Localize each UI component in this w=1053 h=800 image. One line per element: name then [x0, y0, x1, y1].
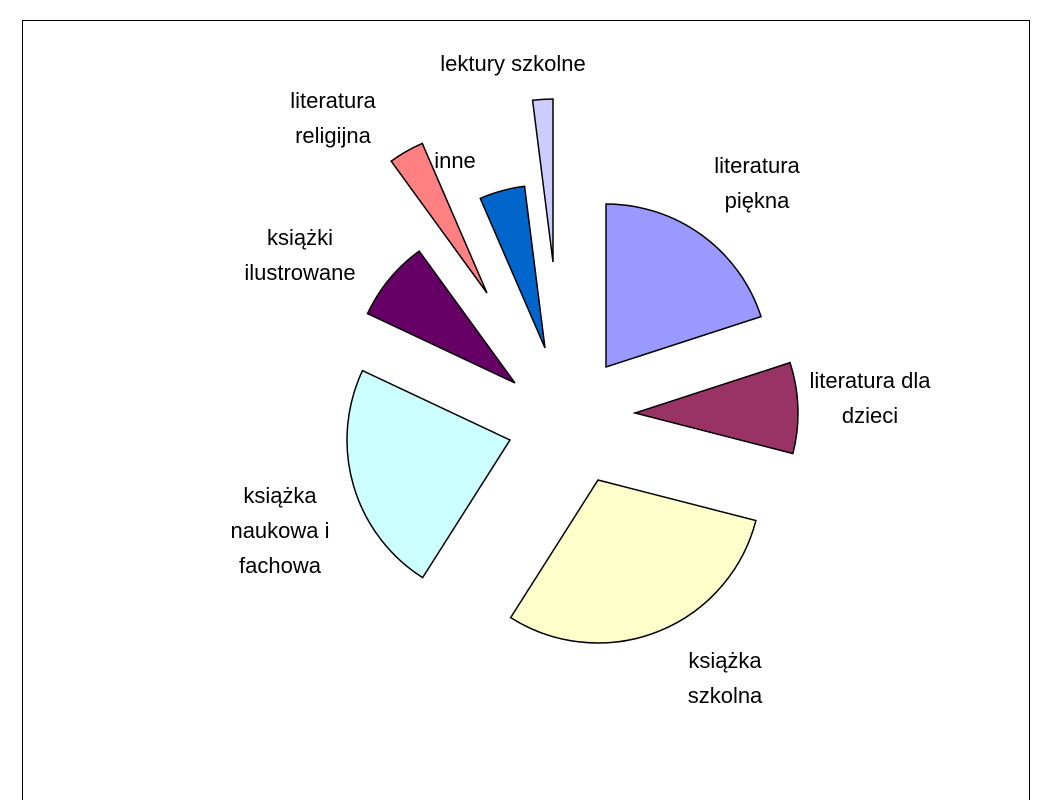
pie-slice — [479, 185, 546, 349]
page: (() => { const data = JSON.parse(documen… — [22, 20, 1030, 800]
slice-label: lektury szkolne — [440, 51, 586, 76]
slice-label: literatura piękna — [714, 153, 800, 213]
pie-slice — [346, 369, 512, 579]
slice-label: książki ilustrowane — [244, 225, 356, 285]
slice-label: literatura religijna — [290, 88, 376, 148]
slice-label: książka szkolna — [687, 648, 763, 708]
slice-label: książka naukowa i fachowa — [230, 483, 330, 578]
pie-slice — [390, 142, 488, 294]
chart-frame — [22, 20, 1030, 800]
pie-slice — [509, 479, 757, 644]
pie-slice — [366, 250, 516, 384]
slice-label: literatura dla dzieci — [809, 368, 931, 428]
pie-slice — [531, 98, 554, 263]
chart — [346, 98, 799, 644]
pie-slice — [605, 203, 762, 369]
pie-slice — [632, 361, 799, 455]
slice-label: inne — [434, 148, 476, 173]
